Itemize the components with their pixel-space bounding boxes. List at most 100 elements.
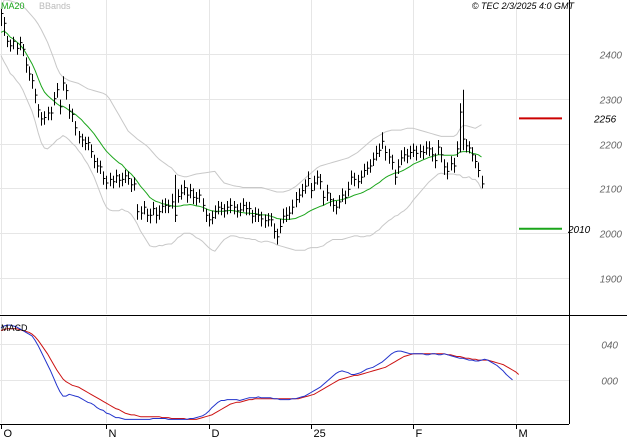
ohlc-bar [351, 170, 354, 185]
ma20-line-group [0, 30, 482, 220]
ohlc-bar [240, 202, 243, 217]
ohlc-bar [10, 39, 13, 52]
ohlc-bar [82, 133, 85, 148]
ohlc-bar [199, 189, 202, 203]
ohlc-bar [358, 174, 361, 189]
ohlc-bar [463, 89, 466, 151]
ohlc-bar [125, 169, 128, 183]
ohlc-bar [478, 162, 481, 178]
ohlc-bar [249, 201, 252, 216]
ohlc-bar [385, 145, 388, 161]
macd-grid [0, 317, 569, 423]
ohlc-bar [438, 140, 441, 155]
ohlc-bar [63, 76, 66, 91]
ohlc-bar [271, 213, 274, 227]
ohlc-bar [1, 9, 4, 26]
ohlc-bar [85, 136, 88, 151]
x-tick-label: F [416, 428, 423, 440]
ohlc-bar [7, 35, 10, 48]
ohlc-bar [333, 198, 336, 212]
ohlc-bar [277, 228, 280, 245]
ohlc-bar [395, 169, 398, 185]
ohlc-bar [79, 131, 82, 144]
ohlc-bar [193, 188, 196, 205]
ohlc-bar [444, 159, 447, 175]
ohlc-bar [44, 111, 47, 125]
ohlc-bar [323, 190, 326, 206]
ohlc-bar [38, 104, 41, 118]
ohlc-bar [274, 223, 277, 239]
ohlc-bar [60, 99, 63, 115]
ohlc-bar [361, 170, 364, 184]
ohlc-bar [410, 145, 413, 160]
ohlc-bar [404, 147, 407, 162]
ohlc-bar [280, 218, 283, 234]
ohlc-bar [215, 205, 218, 219]
ohlc-bar [389, 148, 392, 164]
price-y-axis: 1900 2000 2100 2200 2300 2400 [599, 51, 623, 286]
ohlc-bar [243, 198, 246, 212]
ohlc-bar [156, 207, 159, 224]
ohlc-bar [426, 141, 429, 155]
ohlc-bar [17, 42, 20, 55]
ohlc-bar [97, 157, 100, 173]
ohlc-bar [376, 145, 379, 161]
ohlc-bar [218, 201, 221, 215]
ohlc-bar [181, 184, 184, 200]
bollinger-bands [0, 0, 482, 252]
ohlc-bar [286, 207, 289, 222]
ohlc-bar [119, 174, 122, 188]
ohlc-bar [75, 121, 78, 136]
macd-label: MACD [1, 323, 28, 333]
ohlc-bar [472, 147, 475, 162]
ohlc-bar [94, 154, 97, 169]
ohlc-bar [255, 207, 258, 222]
bband-upper-line [0, 0, 482, 193]
ohlc-bar [150, 208, 153, 224]
ohlc-bar [342, 188, 345, 202]
ohlc-bar [370, 159, 373, 173]
ohlc-bar [336, 201, 339, 215]
macd-y-tick-label: 000 [601, 377, 618, 388]
ohlc-bar [296, 192, 299, 208]
x-tick-label: D [212, 428, 220, 440]
ohlc-bar [398, 159, 401, 174]
ohlc-bar [209, 213, 212, 227]
ohlc-bar [311, 183, 314, 199]
ohlc-bar [373, 152, 376, 166]
ohlc-bar [106, 175, 109, 190]
ohlc-bar [364, 163, 367, 178]
ohlc-bar [69, 104, 72, 119]
ohlc-bar [51, 106, 54, 121]
legend-bbands: BBands [39, 1, 71, 11]
ohlc-bar [420, 144, 423, 158]
ohlc-bar [246, 201, 249, 216]
support-level-label: 2010 [567, 225, 591, 236]
x-axis: O N D 25 F M [1, 424, 528, 440]
ohlc-bar [116, 169, 119, 183]
ohlc-bar [354, 172, 357, 187]
ohlc-bar [345, 190, 348, 205]
copyright-text: © TEC 2/3/2025 4:0 GMT [472, 1, 576, 11]
ohlc-bar [20, 36, 23, 51]
ohlc-bar [110, 172, 113, 187]
ohlc-bar [314, 175, 317, 191]
ohlc-bar [212, 210, 215, 225]
ohlc-bar [432, 147, 435, 162]
x-tick-label: 25 [314, 428, 326, 440]
ohlc-bar [237, 204, 240, 218]
ohlc-bar [153, 201, 156, 216]
ohlc-bar [100, 160, 103, 174]
bband-lower-line [0, 55, 482, 252]
ohlc-bar [54, 92, 57, 106]
ohlc-bar [482, 175, 485, 189]
ohlc-bar [227, 201, 230, 215]
ohlc-bar [32, 74, 35, 89]
ohlc-bar [317, 170, 320, 185]
ohlc-bar [57, 83, 60, 98]
ohlc-bar [379, 143, 382, 157]
ohlc-bar [330, 192, 333, 207]
macd-line [0, 324, 513, 420]
ohlc-bar [221, 201, 224, 216]
ohlc-bar [66, 84, 69, 100]
